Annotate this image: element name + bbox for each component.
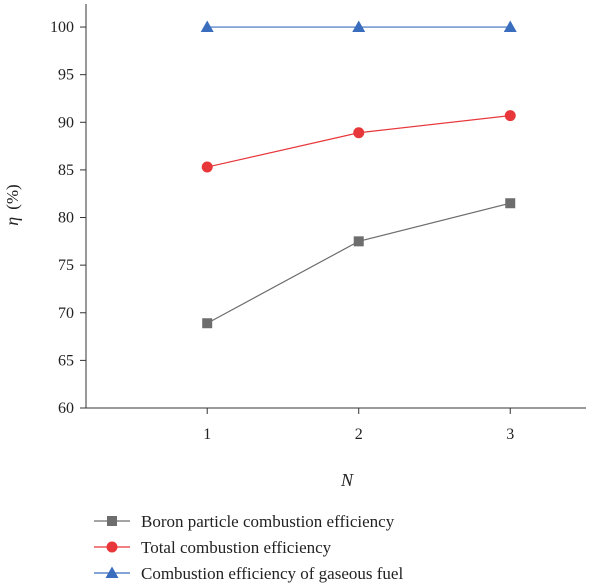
legend-label: Combustion efficiency of gaseous fuel [141, 564, 403, 583]
series-square [202, 198, 516, 329]
legend-marker [106, 541, 118, 553]
data-point [353, 236, 364, 247]
y-tick-label: 90 [58, 114, 74, 131]
legend-item: Boron particle combustion efficiency [94, 512, 395, 531]
x-tick-label: 2 [355, 426, 363, 443]
y-tick-label: 65 [58, 352, 74, 369]
data-point [505, 198, 516, 209]
y-tick-label: 60 [58, 400, 74, 417]
series-line [207, 115, 511, 168]
x-tick-label: 3 [506, 426, 514, 443]
series-line [206, 202, 511, 324]
y-tick-label: 70 [58, 305, 74, 322]
legend-item: Combustion efficiency of gaseous fuel [94, 564, 403, 583]
data-point [202, 318, 213, 329]
legend-item: Total combustion efficiency [94, 538, 332, 557]
series-triangle [200, 20, 517, 33]
series-layer [200, 20, 517, 329]
x-axis-title: N [340, 470, 354, 490]
y-axis-title: η (%) [2, 184, 22, 225]
data-point [504, 110, 516, 122]
legend-marker [107, 516, 117, 526]
data-point [352, 20, 366, 33]
legend-label: Total combustion efficiency [141, 538, 332, 557]
x-ticks: 1 2 3 [203, 408, 514, 443]
y-tick-label: 80 [58, 210, 74, 227]
y-ticks: 60 65 70 75 80 85 90 95 100 [50, 19, 86, 417]
x-tick-label: 1 [203, 426, 211, 443]
data-point [201, 161, 213, 173]
y-tick-label: 85 [58, 162, 74, 179]
legend: Boron particle combustion efficiency Tota… [94, 512, 403, 583]
legend-label: Boron particle combustion efficiency [141, 512, 395, 531]
y-axis-unit: (%) [3, 184, 22, 209]
y-tick-label: 75 [58, 257, 74, 274]
y-tick-label: 100 [50, 19, 74, 36]
data-point [353, 127, 365, 139]
data-point [200, 20, 214, 33]
y-axis-symbol: η [2, 217, 22, 226]
axes [85, 4, 586, 409]
data-point [503, 20, 517, 33]
series-circle [201, 110, 516, 173]
legend-marker [105, 566, 119, 578]
y-tick-label: 95 [58, 67, 74, 84]
